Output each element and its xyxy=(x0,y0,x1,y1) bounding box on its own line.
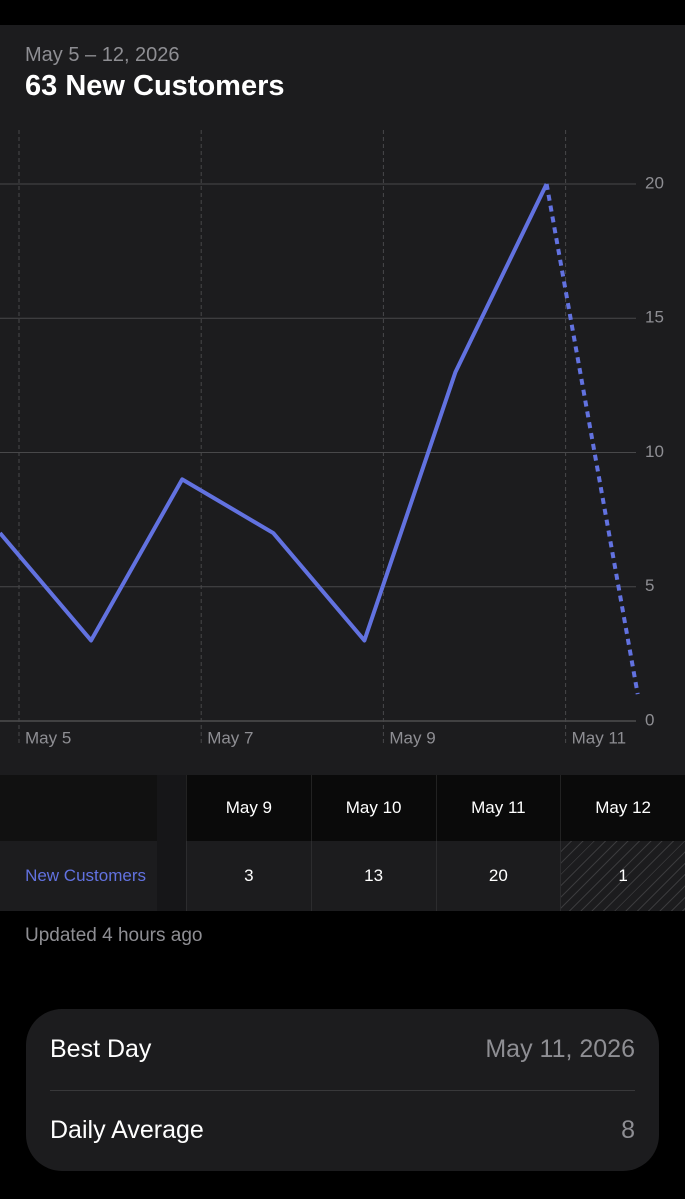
y-tick-label: 0 xyxy=(645,710,654,729)
table-cell: 1 xyxy=(560,841,685,911)
x-tick-label: May 5 xyxy=(25,728,71,747)
x-tick-label: May 7 xyxy=(207,728,253,747)
y-tick-label: 20 xyxy=(645,173,664,192)
data-table: New Customers May 9 3 May 10 13 May 11 20 May … xyxy=(0,775,685,911)
column-header: May 10 xyxy=(310,775,436,841)
updated-note: Updated 4 hours ago xyxy=(25,925,203,946)
column-header: May 11 xyxy=(435,775,561,841)
table-cell: 13 xyxy=(310,841,436,911)
label: Daily Average xyxy=(50,1116,204,1144)
separator xyxy=(50,1090,635,1091)
value: May 11, 2026 xyxy=(485,1035,635,1063)
table-cell: 20 xyxy=(435,841,561,911)
summary-row: Best Day May 11, 2026 xyxy=(50,1009,635,1090)
corner xyxy=(0,775,157,841)
label: Best Day xyxy=(50,1035,152,1063)
table-cell: 3 xyxy=(186,841,311,911)
summary-card: Best Day May 11, 2026 Daily Average 8 xyxy=(26,1009,659,1171)
x-tick-label: May 9 xyxy=(389,728,435,747)
y-tick-label: 5 xyxy=(645,576,654,595)
row-label: New Customers xyxy=(0,841,157,911)
divider xyxy=(157,775,186,911)
chart-panel xyxy=(0,25,685,911)
date-range: May 5 – 12, 2026 xyxy=(25,44,180,66)
value: 8 xyxy=(621,1116,635,1144)
y-tick-label: 15 xyxy=(645,308,664,327)
line-projected xyxy=(544,183,640,695)
y-tick-label: 10 xyxy=(645,442,664,461)
summary-row: Daily Average 8 xyxy=(50,1090,635,1171)
title: 63 New Customers xyxy=(25,70,285,102)
chart: 0 5 10 15 20 May 5 May 7 May 9 May 11 xyxy=(0,130,664,747)
line xyxy=(0,183,549,643)
column-header: May 9 xyxy=(186,775,311,841)
column-header: May 12 xyxy=(560,775,685,841)
x-tick-label: May 11 xyxy=(572,728,627,747)
